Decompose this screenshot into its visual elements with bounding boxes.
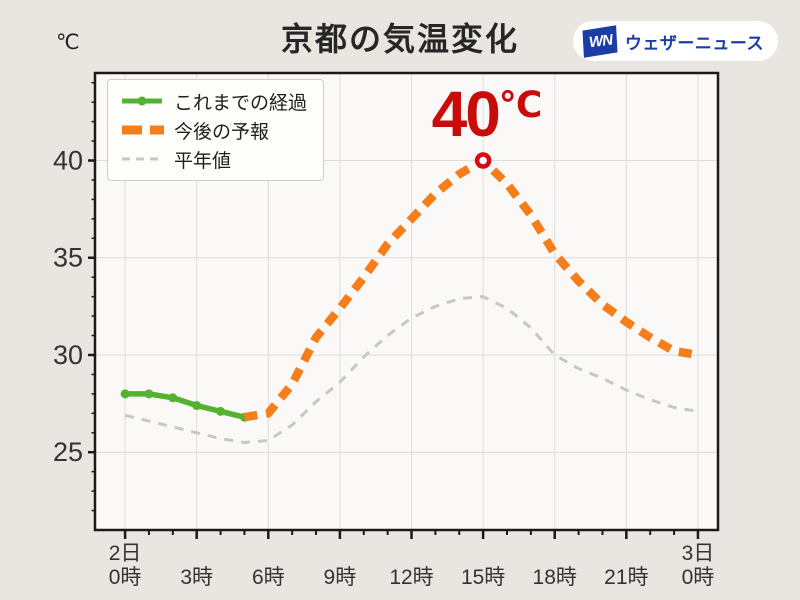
gray-dash-sample-icon xyxy=(122,157,164,161)
svg-text:12時: 12時 xyxy=(389,566,433,589)
green-line-sample-icon xyxy=(122,96,162,106)
legend: これまでの経過 今後の予報 平年値 xyxy=(107,79,325,181)
orange-dash-sample-icon xyxy=(122,125,164,135)
peak-annotation: 40 ℃ xyxy=(432,82,543,146)
page-title: 京都の気温変化 xyxy=(280,21,519,57)
legend-label-normal: 平年値 xyxy=(174,150,232,172)
logo-name: ウェザーニュース xyxy=(624,33,764,53)
svg-text:25: 25 xyxy=(53,437,83,467)
peak-value: 40 xyxy=(431,78,501,150)
svg-text:21時: 21時 xyxy=(604,566,648,589)
svg-text:35: 35 xyxy=(53,243,83,273)
svg-text:18時: 18時 xyxy=(533,566,577,589)
legend-label-forecast: 今後の予報 xyxy=(174,121,270,143)
svg-text:6時: 6時 xyxy=(252,566,285,589)
legend-item-past: これまでの経過 xyxy=(120,90,308,114)
peak-unit: ℃ xyxy=(498,84,543,125)
y-axis-unit-label: ℃ xyxy=(56,31,80,54)
svg-text:9時: 9時 xyxy=(324,566,357,589)
svg-text:3時: 3時 xyxy=(180,566,213,589)
svg-text:40: 40 xyxy=(53,146,83,176)
legend-item-forecast: 今後の予報 xyxy=(120,119,307,143)
weathernews-logo: WN ウェザーニュース xyxy=(572,21,778,61)
svg-text:30: 30 xyxy=(53,340,83,370)
legend-label-past: これまでの経過 xyxy=(174,92,308,114)
legend-item-normal: 平年値 xyxy=(120,148,307,172)
svg-text:15時: 15時 xyxy=(461,566,505,589)
